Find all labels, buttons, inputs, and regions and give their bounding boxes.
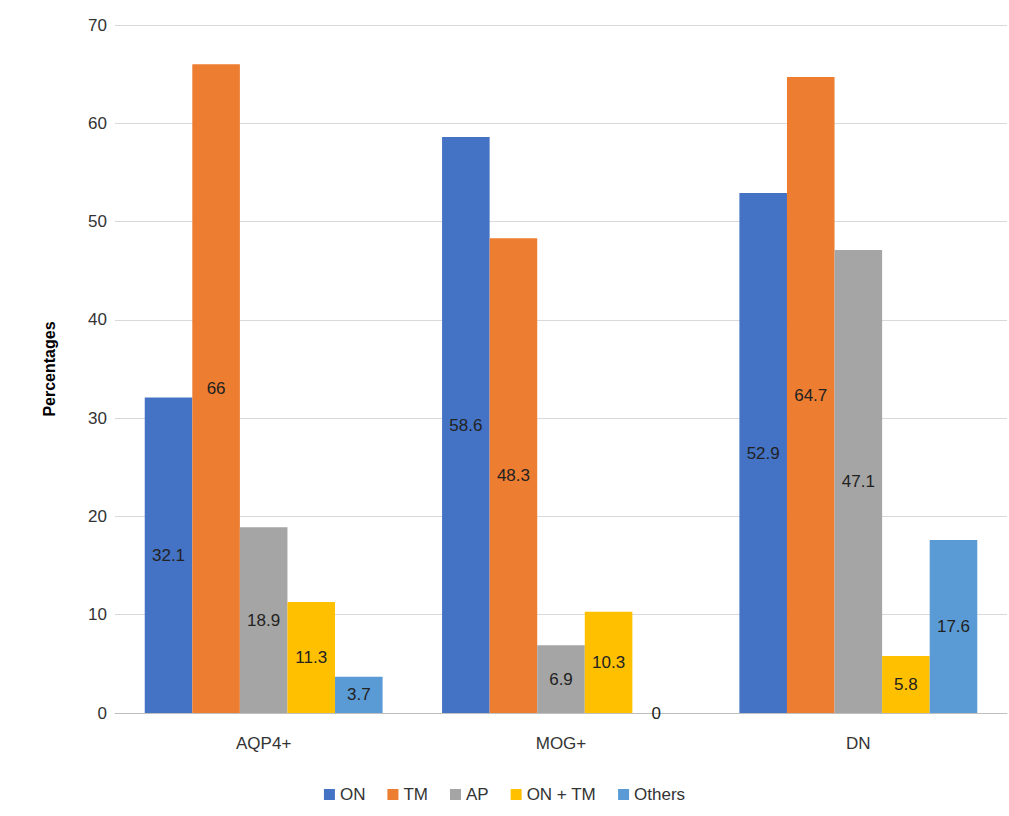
svg-text:ON + TM: ON + TM: [527, 785, 596, 804]
svg-text:58.6: 58.6: [449, 416, 482, 435]
svg-text:50: 50: [88, 212, 107, 231]
svg-text:5.8: 5.8: [894, 675, 918, 694]
svg-text:40: 40: [88, 310, 107, 329]
svg-text:70: 70: [88, 16, 107, 35]
svg-text:0: 0: [98, 704, 107, 723]
svg-text:ON: ON: [340, 785, 366, 804]
svg-text:10: 10: [88, 605, 107, 624]
svg-text:48.3: 48.3: [497, 466, 530, 485]
svg-text:47.1: 47.1: [842, 472, 875, 491]
svg-text:Others: Others: [634, 785, 685, 804]
svg-text:TM: TM: [403, 785, 428, 804]
svg-text:30: 30: [88, 409, 107, 428]
svg-text:DN: DN: [846, 734, 871, 753]
svg-text:60: 60: [88, 114, 107, 133]
svg-text:Percentages: Percentages: [41, 321, 58, 416]
svg-text:32.1: 32.1: [152, 546, 185, 565]
svg-text:6.9: 6.9: [549, 670, 573, 689]
svg-text:AP: AP: [466, 785, 489, 804]
svg-text:3.7: 3.7: [347, 685, 371, 704]
svg-text:64.7: 64.7: [794, 386, 827, 405]
svg-text:66: 66: [207, 379, 226, 398]
svg-text:52.9: 52.9: [747, 444, 780, 463]
svg-text:10.3: 10.3: [592, 653, 625, 672]
svg-text:20: 20: [88, 507, 107, 526]
svg-text:MOG+: MOG+: [536, 734, 587, 753]
svg-text:17.6: 17.6: [937, 617, 970, 636]
svg-text:11.3: 11.3: [295, 648, 327, 667]
svg-text:18.9: 18.9: [247, 611, 280, 630]
svg-text:AQP4+: AQP4+: [236, 734, 291, 753]
svg-text:0: 0: [651, 704, 660, 723]
